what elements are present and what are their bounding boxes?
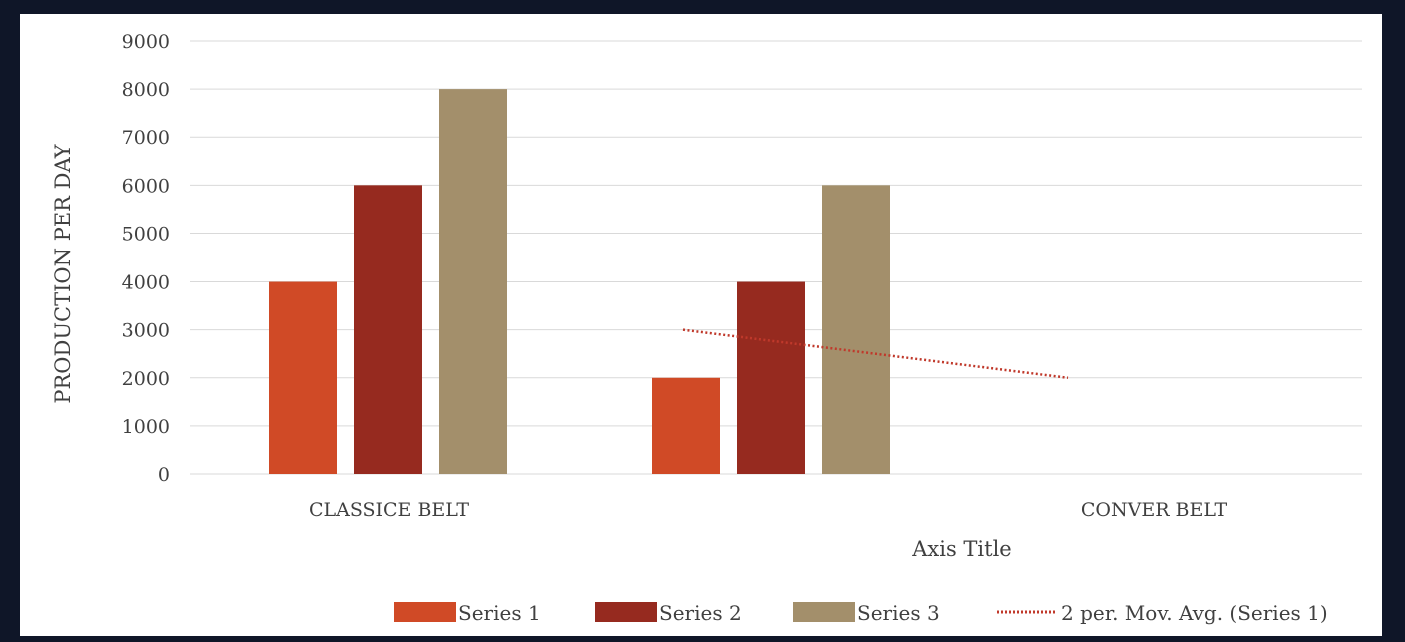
- legend-swatch: [793, 602, 855, 622]
- y-tick-label: 5000: [122, 223, 170, 245]
- y-tick-label: 9000: [122, 31, 170, 53]
- y-tick-label: 8000: [122, 79, 170, 101]
- y-tick-label: 2000: [122, 368, 170, 390]
- legend-swatch: [394, 602, 456, 622]
- y-tick-label: 4000: [122, 272, 170, 294]
- y-tick-label: 6000: [122, 175, 170, 197]
- x-axis-categories: CLASSICE BELT CONVER BELT: [309, 499, 1228, 521]
- x-axis-title: Axis Title: [911, 537, 1011, 561]
- y-tick-label: 1000: [122, 416, 170, 438]
- legend: Series 1 Series 2 Series 3 2 per. Mov. Avg.…: [394, 601, 1328, 625]
- legend-label: Series 1: [458, 601, 541, 625]
- y-tick-label: 0: [158, 464, 170, 486]
- legend-label: Series 2: [659, 601, 742, 625]
- x-category-label: CONVER BELT: [1081, 499, 1228, 521]
- bar: [652, 377, 720, 474]
- y-tick-label: 7000: [122, 127, 170, 149]
- bar-chart: 0 1000 2000 3000 4000 5000 6000 7000 8000 9000 CL…: [51, 31, 1362, 625]
- trendline: [682, 328, 1069, 380]
- chart-frame: 0 1000 2000 3000 4000 5000 6000 7000 8000 9000 CL…: [20, 14, 1382, 636]
- legend-label: Series 3: [857, 601, 940, 625]
- y-axis-title: PRODUCTION PER DAY: [51, 143, 75, 403]
- y-axis-ticks: 0 1000 2000 3000 4000 5000 6000 7000 8000 9000: [122, 31, 170, 486]
- bar: [822, 185, 890, 475]
- legend-label-trendline: 2 per. Mov. Avg. (Series 1): [1061, 601, 1328, 625]
- legend-swatch: [595, 602, 657, 622]
- bar: [269, 281, 337, 474]
- bar: [439, 89, 507, 474]
- bar: [354, 185, 422, 475]
- bars: [269, 89, 890, 475]
- y-tick-label: 3000: [122, 320, 170, 342]
- bar: [737, 281, 805, 474]
- moving-average-line: [682, 328, 1069, 380]
- x-category-label: CLASSICE BELT: [309, 499, 469, 521]
